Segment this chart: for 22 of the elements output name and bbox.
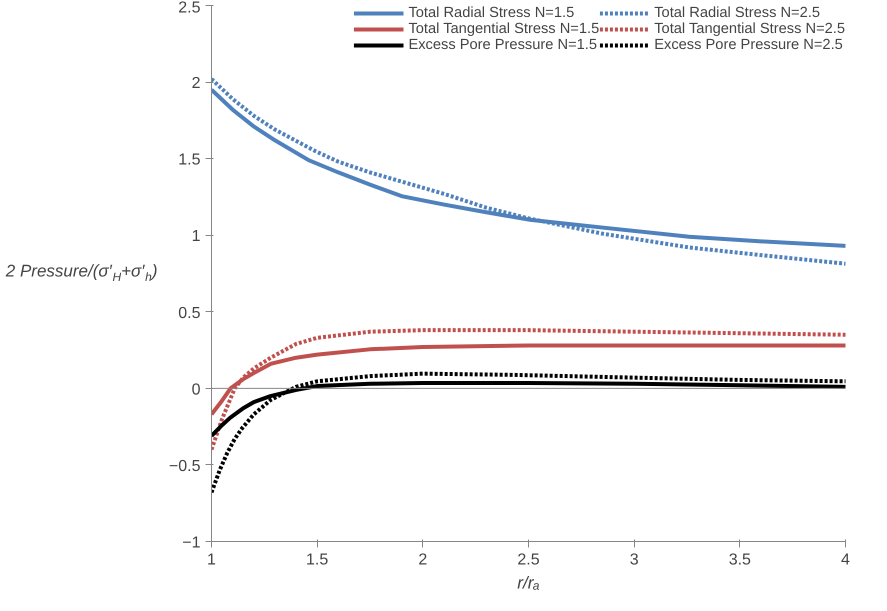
y-tick-label: −0.5 <box>168 458 201 475</box>
y-tick-label: 1 <box>192 228 201 246</box>
x-tick-label: 1 <box>207 552 216 568</box>
x-axis-title: r/rₐ <box>517 572 540 592</box>
x-tick-label: 2 <box>418 552 428 568</box>
legend-label: Total Tangential Stress N=1.5 <box>408 21 600 37</box>
x-tick-label: 3.5 <box>728 552 752 568</box>
legend-label: Total Radial Stress N=2.5 <box>654 5 820 21</box>
legend-label: Total Radial Stress N=1.5 <box>408 5 574 21</box>
y-tick-label: 2.5 <box>178 0 201 16</box>
x-tick-label: 1.5 <box>306 552 328 568</box>
y-tick-label: 0.5 <box>178 304 201 322</box>
y-tick-label: 2 <box>192 75 201 92</box>
legend-label: Excess Pore Pressure N=2.5 <box>654 37 843 53</box>
legend-label: Total Tangential Stress N=2.5 <box>654 21 845 37</box>
x-tick-label: 2.5 <box>517 552 540 568</box>
x-tick-label: 3 <box>630 552 639 568</box>
y-tick-label: 0 <box>192 381 201 398</box>
x-tick-label: 4 <box>841 552 850 568</box>
y-tick-label: 1.5 <box>178 152 201 169</box>
y-tick-label: −1 <box>182 534 201 552</box>
legend-label: Excess Pore Pressure N=1.5 <box>408 37 598 53</box>
